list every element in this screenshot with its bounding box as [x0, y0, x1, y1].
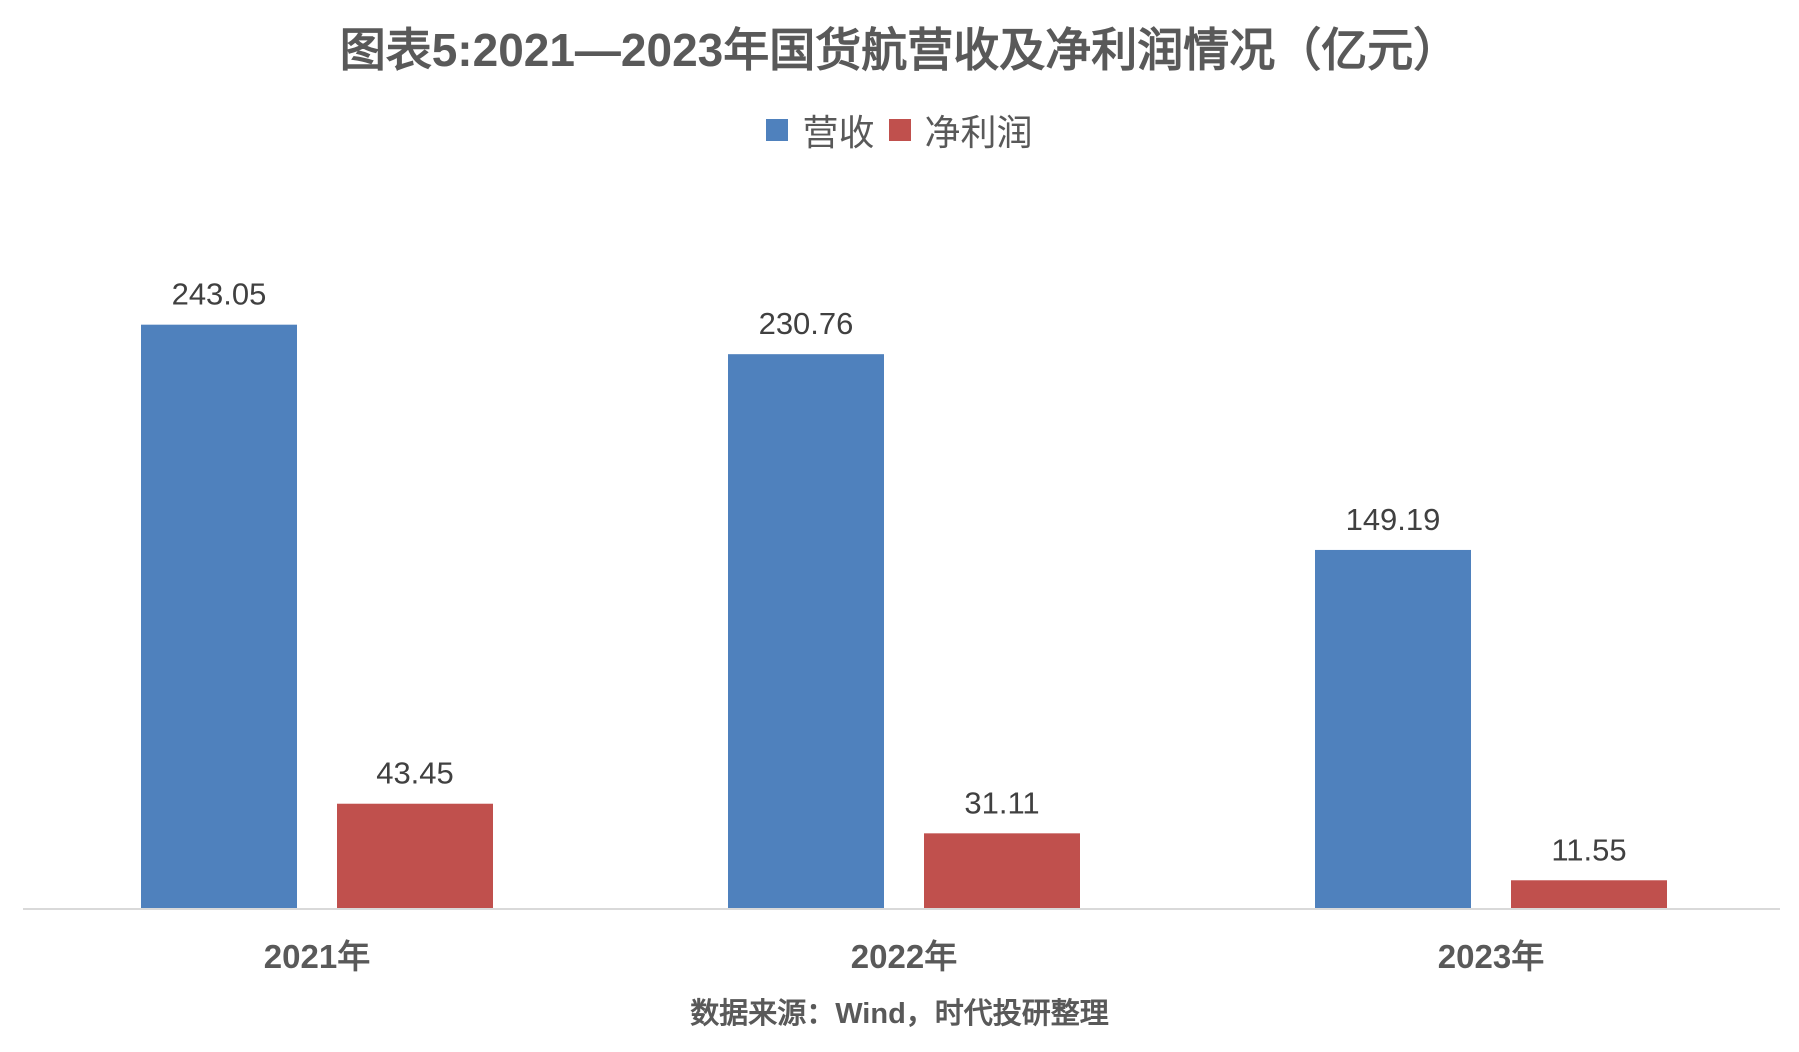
x-tick-label: 2022年	[851, 938, 957, 975]
source-note: 数据来源：Wind，时代投研整理	[690, 998, 1109, 1030]
data-label: 243.05	[172, 277, 267, 312]
legend-label-revenue: 营收	[802, 112, 875, 153]
legend-swatch-revenue	[766, 119, 789, 141]
data-label: 149.19	[1346, 502, 1441, 537]
bar-revenue-0	[141, 324, 297, 908]
bar-net-profit-1	[924, 833, 1080, 908]
bar-revenue-2	[1315, 549, 1471, 908]
bar-revenue-1	[728, 354, 884, 908]
data-label: 31.11	[964, 785, 1039, 820]
x-tick-label: 2023年	[1438, 938, 1544, 975]
legend-swatch-net-profit	[888, 119, 911, 141]
data-label: 11.55	[1551, 832, 1626, 867]
legend-item-net-profit: 净利润	[888, 104, 1033, 156]
legend-item-revenue: 营收	[766, 104, 875, 156]
data-label: 43.45	[376, 756, 454, 791]
legend: 营收 净利润	[0, 104, 1799, 156]
bar-net-profit-0	[337, 803, 493, 908]
legend-label-net-profit: 净利润	[924, 112, 1033, 153]
chart-title: 图表5:2021—2023年国货航营收及净利润情况（亿元）	[339, 24, 1460, 76]
data-label: 230.76	[759, 306, 854, 341]
bar-net-profit-2	[1511, 880, 1667, 908]
x-tick-label: 2021年	[264, 938, 370, 975]
